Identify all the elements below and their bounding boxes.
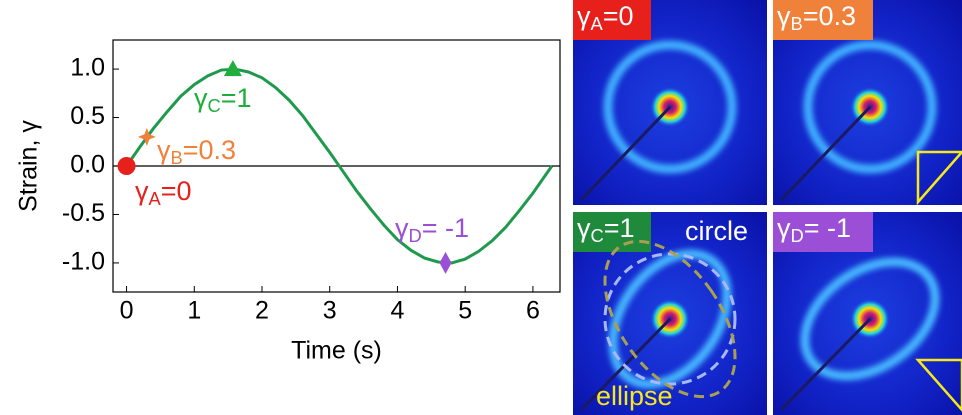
- label-value: =0: [603, 1, 634, 31]
- x-tick-label: 0: [120, 297, 134, 325]
- point-marker: [117, 157, 136, 175]
- label-value: =1: [604, 213, 635, 243]
- subscript: B: [171, 147, 183, 168]
- point-label: γA=0: [135, 176, 192, 208]
- data-line: [125, 67, 554, 265]
- ellipse-outline: [603, 239, 737, 399]
- point-label: γB=0.3: [157, 135, 236, 167]
- greek-letter: γ: [194, 83, 208, 113]
- beam-stop: [779, 105, 872, 202]
- panel-label-box: [573, 0, 651, 40]
- subscript: A: [591, 13, 604, 34]
- greek-letter: γ: [577, 213, 591, 243]
- beam-stop: [779, 317, 872, 412]
- scattering-ring: [608, 249, 732, 389]
- beam-stop: [579, 105, 672, 202]
- subscript: D: [409, 225, 422, 246]
- panel-label: γC=1: [577, 213, 635, 245]
- y-tick-label: 0.5: [70, 102, 105, 130]
- greek-letter: γ: [577, 1, 591, 31]
- subscript: D: [791, 225, 804, 246]
- panel-label-box: [773, 212, 873, 252]
- point-label: γD= -1: [395, 213, 469, 245]
- label-value: = -1: [422, 213, 469, 243]
- greek-letter: γ: [157, 135, 171, 165]
- panel-label: γA=0: [577, 1, 634, 33]
- label-value: = -1: [804, 213, 851, 243]
- x-tick-label: 6: [526, 297, 540, 325]
- label-value: =0.3: [803, 1, 856, 31]
- point-marker: [223, 60, 242, 77]
- panel-label-box: [773, 0, 873, 40]
- y-tick-label: 1.0: [70, 54, 105, 82]
- point-marker: [137, 127, 156, 146]
- greek-letter: γ: [395, 213, 409, 243]
- panel-label: γB=0.3: [777, 1, 856, 33]
- panel-note: circle: [685, 216, 748, 246]
- scattering-ring: [800, 257, 940, 381]
- circle-outline: [603, 252, 737, 386]
- x-tick-label: 5: [458, 297, 472, 325]
- greek-letter: γ: [777, 1, 791, 31]
- subscript: A: [149, 188, 162, 209]
- greek-letter: γ: [777, 213, 791, 243]
- y-tick-label: -1.0: [62, 248, 105, 276]
- label-value: =0: [161, 176, 192, 206]
- greek-letter: γ: [135, 176, 149, 206]
- subscript: C: [208, 95, 221, 116]
- label-value: =1: [221, 83, 252, 113]
- x-axis-label: Time (s): [291, 337, 382, 365]
- x-tick-label: 3: [323, 297, 337, 325]
- scattering-ring: [803, 40, 937, 174]
- shear-triangle: [915, 358, 962, 412]
- panel-note: ellipse: [596, 381, 673, 411]
- panel-label-box: [573, 212, 651, 252]
- label-value: =0.3: [183, 135, 236, 165]
- y-tick-label: -0.5: [62, 199, 105, 227]
- point-marker: [439, 251, 452, 274]
- y-tick-label: 0.0: [70, 151, 105, 179]
- point-label: γC=1: [194, 83, 252, 115]
- subscript: B: [791, 13, 803, 34]
- x-tick-label: 2: [255, 297, 269, 325]
- x-tick-label: 1: [187, 297, 201, 325]
- y-axis-label: Strain, γ: [15, 120, 43, 212]
- scattering-ring: [603, 40, 737, 174]
- subscript: C: [591, 225, 604, 246]
- shear-triangle: [916, 150, 962, 206]
- panel-label: γD= -1: [777, 213, 851, 245]
- x-tick-label: 4: [391, 297, 405, 325]
